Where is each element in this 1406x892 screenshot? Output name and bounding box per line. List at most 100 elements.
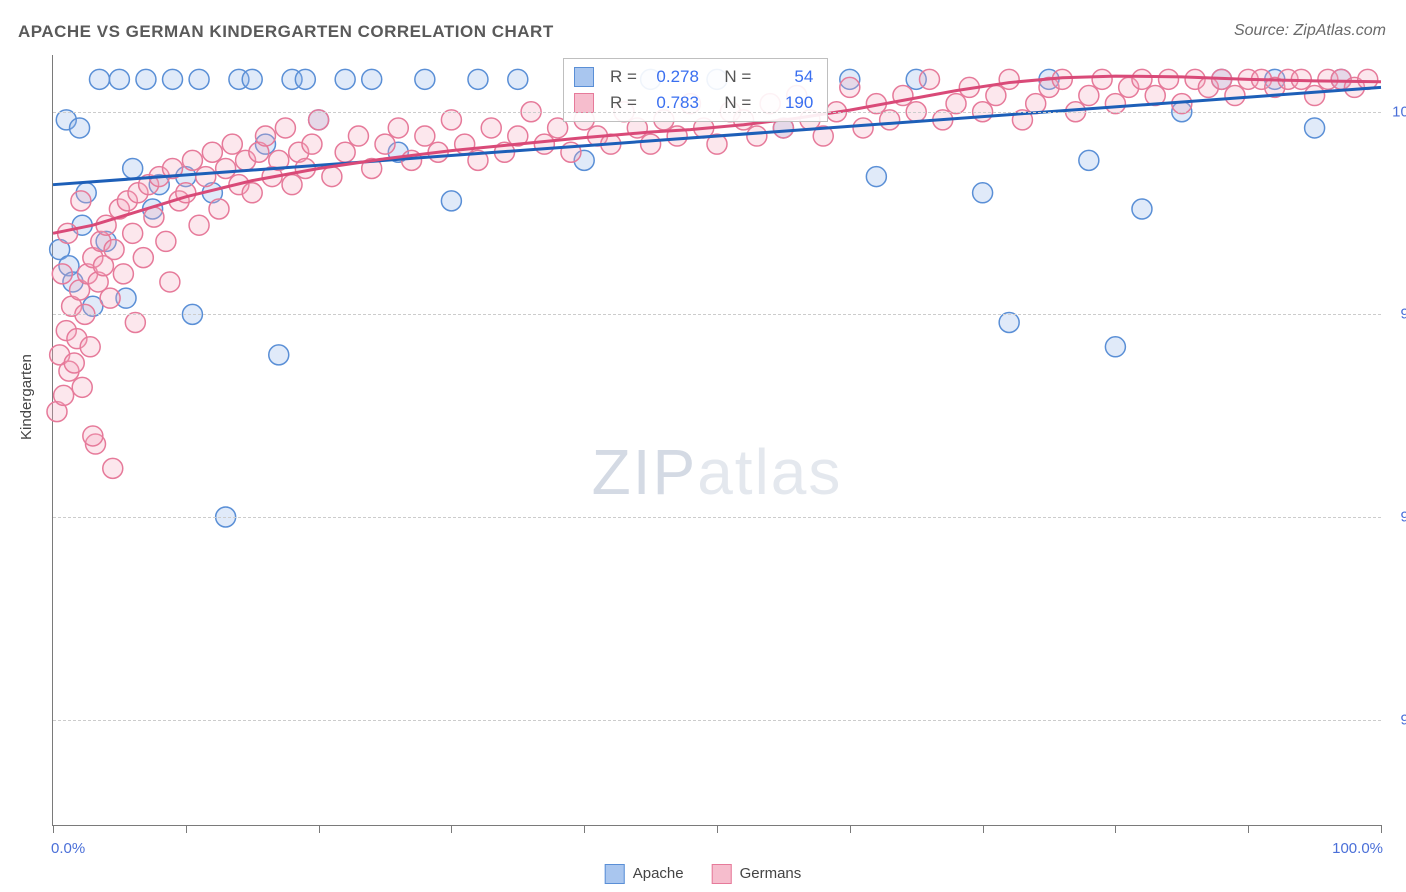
stats-swatch [574, 67, 594, 87]
x-tick [53, 825, 54, 833]
chart-title: APACHE VS GERMAN KINDERGARTEN CORRELATIO… [18, 22, 554, 42]
legend-swatch [712, 864, 732, 884]
stats-r-value: 0.278 [645, 64, 699, 90]
data-point [481, 118, 501, 138]
data-point [534, 134, 554, 154]
gridline [53, 720, 1381, 721]
data-point [641, 134, 661, 154]
data-point [986, 86, 1006, 106]
data-point [1079, 86, 1099, 106]
data-point [160, 272, 180, 292]
data-point [209, 199, 229, 219]
data-point [269, 345, 289, 365]
data-point [1105, 337, 1125, 357]
gridline [53, 517, 1381, 518]
data-point [747, 126, 767, 146]
data-point [1079, 150, 1099, 170]
data-point [468, 69, 488, 89]
x-tick [319, 825, 320, 833]
y-tick-label: 97.5% [1387, 306, 1406, 323]
x-tick [186, 825, 187, 833]
chart-svg [53, 55, 1381, 825]
stats-swatch [574, 93, 594, 113]
data-point [282, 175, 302, 195]
data-point [80, 337, 100, 357]
stats-row: R = 0.278 N = 54 [574, 64, 813, 90]
data-point [1026, 94, 1046, 114]
data-point [100, 288, 120, 308]
data-point [362, 69, 382, 89]
data-point [123, 223, 143, 243]
legend-label: Apache [633, 865, 684, 882]
stats-n-value: 54 [759, 64, 813, 90]
data-point [54, 385, 74, 405]
data-point [880, 110, 900, 130]
gridline [53, 314, 1381, 315]
data-point [1159, 69, 1179, 89]
data-point [302, 134, 322, 154]
data-point [840, 77, 860, 97]
data-point [322, 167, 342, 187]
data-point [123, 158, 143, 178]
data-point [242, 69, 262, 89]
data-point [196, 167, 216, 187]
data-point [295, 69, 315, 89]
data-point [222, 134, 242, 154]
data-point [335, 69, 355, 89]
plot-area: ZIPatlas R =0.278 N =54R =0.783 N =190 0… [52, 55, 1381, 826]
data-point [415, 126, 435, 146]
data-point [103, 458, 123, 478]
data-point [1225, 86, 1245, 106]
data-point [388, 118, 408, 138]
data-point [999, 69, 1019, 89]
x-axis-max-label: 100.0% [1332, 840, 1383, 857]
data-point [64, 353, 84, 373]
stats-n-label: N = [724, 64, 751, 90]
data-point [136, 69, 156, 89]
y-axis-label: Kindergarten [18, 354, 35, 440]
y-tick-label: 95.0% [1387, 509, 1406, 526]
data-point [189, 215, 209, 235]
data-point [202, 142, 222, 162]
data-point [1132, 69, 1152, 89]
legend-bottom: Apache Germans [605, 864, 802, 884]
x-axis-min-label: 0.0% [51, 840, 85, 857]
data-point [973, 183, 993, 203]
data-point [216, 158, 236, 178]
data-point [255, 126, 275, 146]
data-point [866, 167, 886, 187]
legend-swatch [605, 864, 625, 884]
x-tick [850, 825, 851, 833]
data-point [999, 312, 1019, 332]
data-point [946, 94, 966, 114]
data-point [335, 142, 355, 162]
data-point [125, 312, 145, 332]
data-point [375, 134, 395, 154]
source-label: Source: ZipAtlas.com [1234, 22, 1386, 40]
data-point [163, 69, 183, 89]
data-point [508, 69, 528, 89]
data-point [113, 264, 133, 284]
data-point [83, 426, 103, 446]
x-tick [1381, 825, 1382, 833]
y-tick-label: 100.0% [1387, 103, 1406, 120]
data-point [52, 264, 72, 284]
data-point [1092, 69, 1112, 89]
data-point [72, 377, 92, 397]
data-point [1132, 199, 1152, 219]
stats-r-label: R = [610, 64, 637, 90]
x-tick [451, 825, 452, 833]
data-point [104, 240, 124, 260]
data-point [109, 69, 129, 89]
data-point [156, 231, 176, 251]
x-tick [1115, 825, 1116, 833]
x-tick [584, 825, 585, 833]
data-point [182, 150, 202, 170]
legend-item: Germans [712, 864, 802, 884]
legend-item: Apache [605, 864, 684, 884]
data-point [71, 191, 91, 211]
gridline [53, 112, 1381, 113]
x-tick [983, 825, 984, 833]
data-point [133, 248, 153, 268]
data-point [348, 126, 368, 146]
